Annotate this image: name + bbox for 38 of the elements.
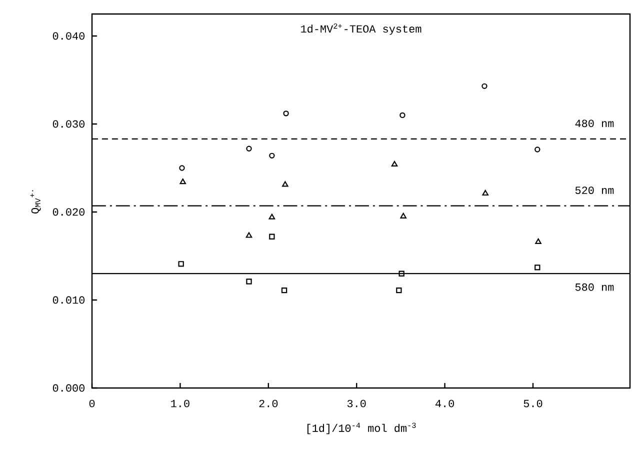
- point: [281, 287, 288, 294]
- x-axis-title: [1d]/10$^{-4}$ mol dm$^{-3}$: [307, 422, 416, 434]
- y-tick-label: 0.020: [52, 208, 84, 216]
- point: [179, 165, 185, 171]
- point: [269, 234, 275, 240]
- point: [391, 160, 398, 167]
- point: [282, 181, 288, 187]
- point: [268, 214, 276, 220]
- point: [283, 110, 289, 116]
- point: [398, 270, 404, 276]
- point: [246, 232, 252, 238]
- point: [180, 178, 186, 184]
- ref-line-label: 480 nm: [575, 120, 614, 128]
- x-tick-label: 3.0: [347, 400, 366, 408]
- point: [396, 287, 402, 294]
- point: [534, 146, 540, 152]
- point: [535, 238, 542, 244]
- x-tick-label: 1.0: [171, 400, 190, 408]
- y-tick-label: 0.010: [52, 296, 84, 304]
- point: [178, 261, 184, 267]
- x-tick-label: 0: [89, 400, 95, 408]
- ref-line-label: 580 nm: [575, 283, 614, 291]
- y-tick-label: 0.040: [52, 32, 84, 40]
- point: [400, 112, 406, 118]
- point: [482, 83, 488, 89]
- x-tick-label: 2.0: [259, 400, 278, 408]
- point: [246, 278, 252, 284]
- ref-line-label: 520 nm: [575, 186, 614, 194]
- text: 1d-MV$^{2+}$-TEOA system: [301, 23, 422, 35]
- point: [400, 212, 406, 218]
- x-tick-label: 5.0: [524, 400, 542, 408]
- point: [269, 152, 275, 159]
- point: [246, 146, 252, 152]
- point: [482, 190, 488, 196]
- point: [534, 264, 540, 270]
- y-tick-label: 0.000: [52, 384, 84, 392]
- y-tick-label: 0.030: [52, 120, 84, 128]
- x-tick-label: 4.0: [435, 400, 454, 408]
